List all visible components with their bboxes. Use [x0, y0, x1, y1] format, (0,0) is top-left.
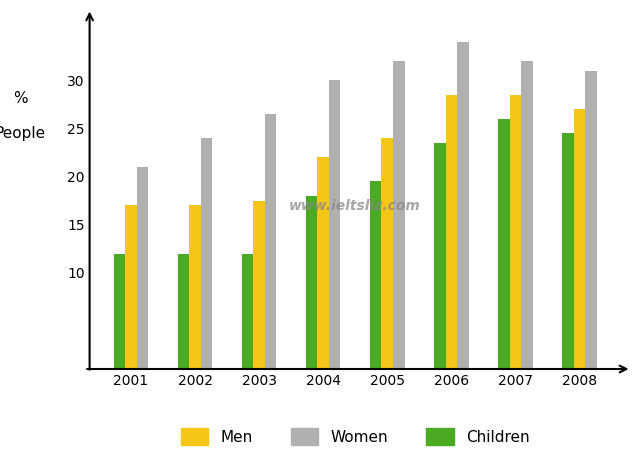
Bar: [114, 253, 125, 369]
Bar: [253, 201, 265, 369]
Bar: [306, 196, 317, 369]
Bar: [201, 138, 212, 369]
Bar: [585, 71, 596, 369]
Bar: [509, 94, 521, 369]
Bar: [125, 205, 137, 369]
Bar: [434, 143, 445, 369]
Bar: [370, 181, 381, 369]
Bar: [178, 253, 189, 369]
Bar: [189, 205, 201, 369]
Bar: [498, 119, 509, 369]
Bar: [445, 94, 457, 369]
Text: %: %: [13, 91, 28, 106]
Bar: [457, 42, 468, 369]
Bar: [381, 138, 393, 369]
Text: People: People: [0, 126, 46, 141]
Bar: [317, 157, 329, 369]
Bar: [329, 80, 340, 369]
Bar: [562, 133, 573, 369]
Bar: [265, 114, 276, 369]
Legend: Men, Women, Children: Men, Women, Children: [175, 422, 536, 450]
Bar: [242, 253, 253, 369]
Bar: [573, 109, 585, 369]
Bar: [393, 61, 404, 369]
Bar: [137, 167, 148, 369]
Text: www.ieltsliz.com: www.ieltsliz.com: [289, 199, 421, 213]
Bar: [521, 61, 532, 369]
